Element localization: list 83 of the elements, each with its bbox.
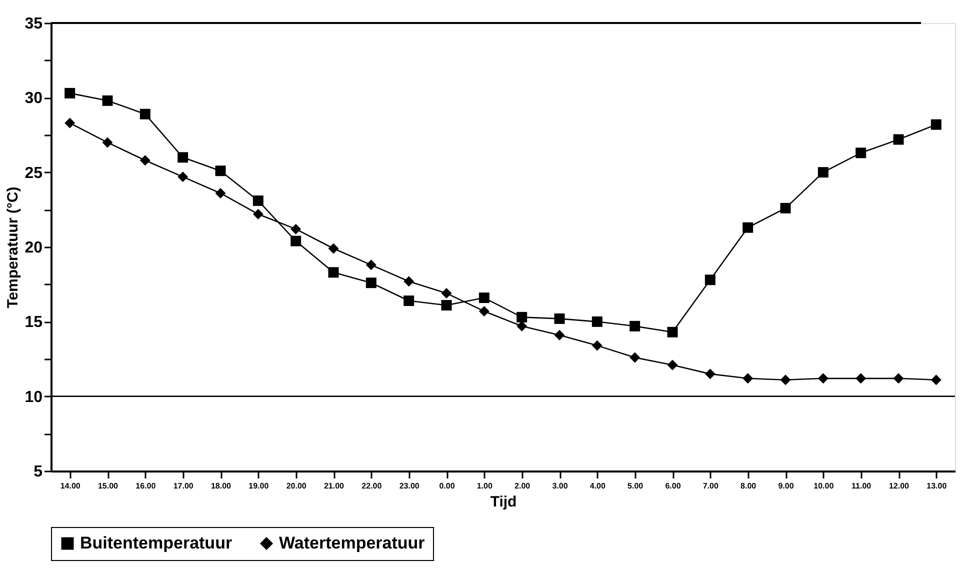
x-tick-label: 0.00 (439, 482, 456, 490)
x-tick-label: 10.00 (814, 482, 834, 490)
point (290, 236, 302, 246)
x-tick-label: 22.00 (362, 482, 382, 490)
x-tick-label: 4.00 (590, 482, 606, 490)
y-tick-label: 30 (24, 90, 43, 108)
x-tick-label: 15.00 (98, 482, 119, 490)
legend-label: Buitentemperatuur (80, 534, 232, 553)
x-tick-label: 18.00 (210, 482, 232, 490)
point (742, 222, 754, 233)
point (516, 312, 528, 322)
point (818, 373, 828, 384)
x-tick-label: 20.00 (286, 482, 307, 490)
point (140, 108, 150, 120)
x-tick-label: 19.00 (248, 482, 270, 490)
point (704, 274, 716, 286)
x-tick-label: 14.00 (60, 482, 81, 490)
point (366, 260, 376, 270)
point (856, 148, 866, 158)
point (64, 88, 76, 98)
point (592, 316, 602, 327)
point (742, 373, 754, 384)
point (592, 340, 602, 351)
x-tick-label: 13.00 (926, 482, 948, 490)
point (404, 296, 414, 306)
x-tick-label: 16.00 (136, 482, 156, 490)
point (930, 119, 942, 130)
point (178, 172, 188, 182)
point (215, 166, 226, 176)
point (930, 374, 942, 386)
point (704, 368, 716, 380)
y-tick-label: 15 (24, 314, 43, 332)
point (856, 373, 866, 384)
point (667, 360, 678, 370)
point (780, 202, 791, 214)
x-tick-label: 11.00 (852, 482, 872, 490)
point (893, 134, 904, 145)
point (404, 276, 414, 287)
legend-label: Watertemperatuur (279, 534, 426, 553)
point (516, 320, 528, 332)
y-tick-label: 10 (24, 388, 43, 406)
x-tick-label: 9.00 (778, 482, 794, 490)
point (328, 267, 339, 278)
point (290, 224, 302, 234)
y-axis-title: Temperatuur (°C) (4, 186, 22, 308)
x-tick-label: 17.00 (173, 482, 194, 490)
point (178, 152, 188, 163)
y-tick-label: 20 (24, 240, 43, 256)
point (818, 167, 828, 178)
x-tick-label: 12.00 (888, 482, 910, 490)
point (780, 374, 791, 386)
y-tick-label: 5 (34, 464, 43, 480)
point (252, 195, 264, 206)
x-tick-label: 23.00 (399, 482, 420, 490)
y-tick-label: 25 (24, 164, 43, 182)
point (441, 288, 452, 299)
point (554, 313, 565, 324)
point (667, 326, 678, 338)
point (554, 330, 565, 340)
point (893, 373, 904, 384)
point (441, 300, 452, 310)
x-tick-label: 8.00 (740, 482, 757, 490)
x-tick-label: 5.00 (628, 482, 644, 490)
point (140, 155, 150, 166)
x-tick-label: 21.00 (324, 482, 345, 490)
point (215, 188, 226, 198)
point (64, 118, 76, 128)
point (328, 243, 339, 254)
point (630, 320, 640, 332)
point (366, 278, 376, 288)
y-tick-label: 35 (24, 16, 43, 32)
point (478, 292, 490, 304)
point (252, 208, 264, 220)
point (102, 95, 113, 106)
x-tick-label: 7.00 (702, 482, 719, 490)
x-tick-label: 6.00 (665, 482, 682, 490)
x-tick-label: 2.00 (514, 482, 531, 490)
x-tick-label: 3.00 (552, 482, 568, 490)
point (102, 137, 113, 148)
point (478, 306, 490, 316)
x-tick-label: 1.00 (476, 482, 493, 490)
point (630, 352, 640, 363)
x-axis-title: Tijd (490, 494, 517, 510)
